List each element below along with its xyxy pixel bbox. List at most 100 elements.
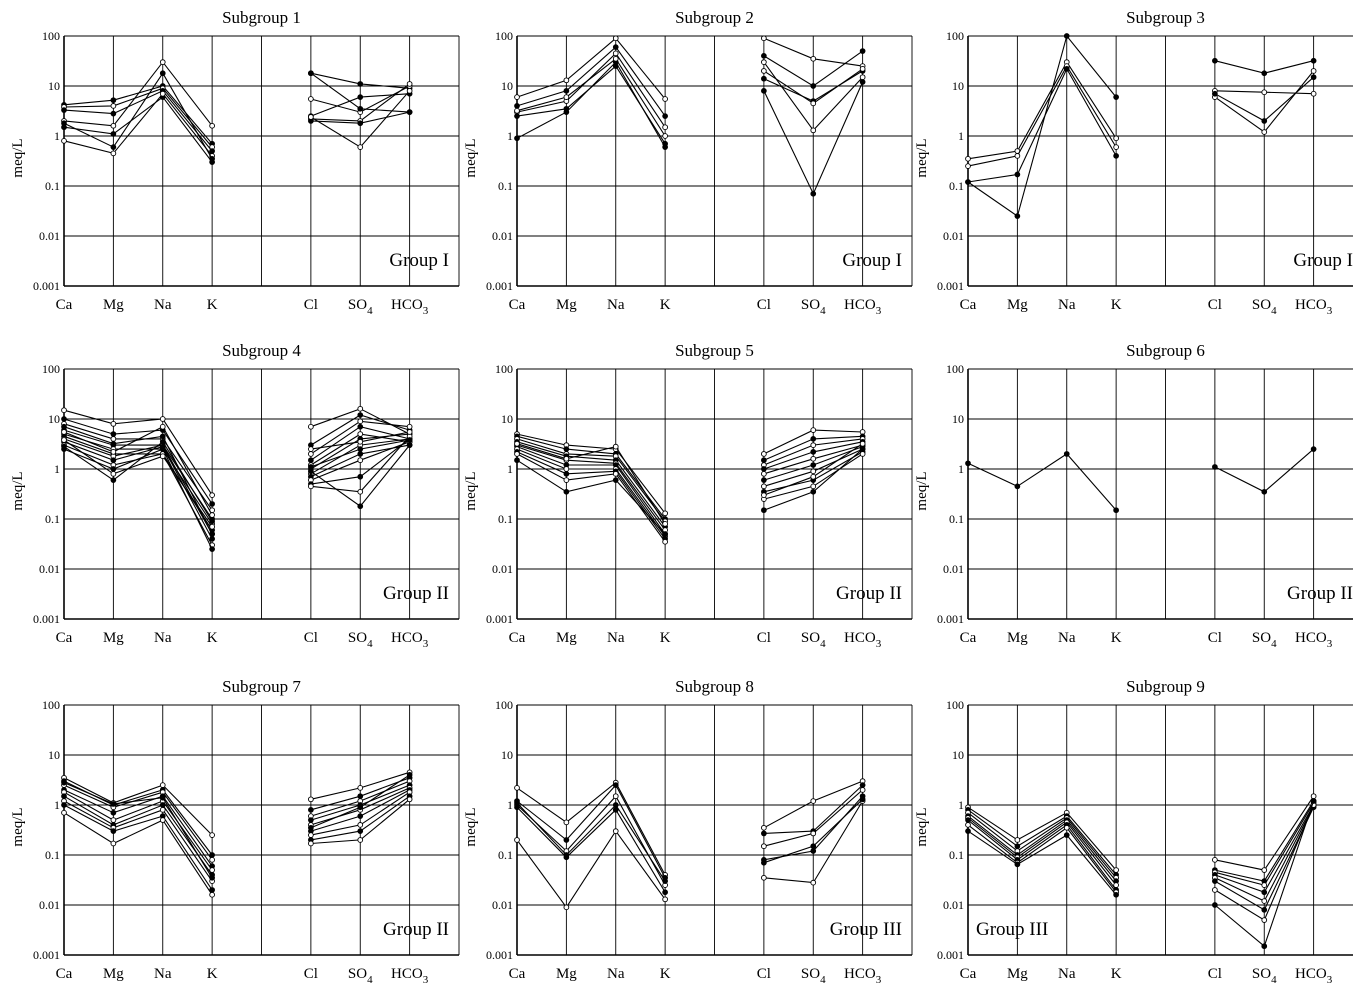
x-tick-label: Mg: [556, 966, 577, 982]
data-point: [209, 122, 215, 129]
data-point: [761, 466, 767, 472]
y-tick-label: 1: [507, 129, 513, 143]
data-point: [514, 135, 520, 142]
series-7: [61, 789, 413, 884]
x-tick-main: HCO: [1295, 966, 1327, 982]
x-tick-label: Cl: [1208, 297, 1222, 313]
series-line: [516, 61, 666, 148]
data-point: [563, 77, 570, 84]
series-1: [514, 778, 866, 878]
data-point: [662, 510, 668, 517]
x-tick-subscript: 4: [367, 305, 373, 317]
x-tick-main: SO: [801, 966, 820, 982]
data-point: [110, 840, 117, 847]
y-tick-label: 100: [946, 698, 964, 712]
data-point: [761, 75, 767, 82]
data-point: [810, 462, 817, 468]
chart-title: Subgroup 4: [222, 341, 301, 360]
data-point: [662, 531, 668, 537]
data-point: [563, 455, 570, 462]
series-14: [61, 423, 413, 537]
data-point: [662, 520, 668, 527]
data-point: [662, 144, 668, 150]
series-5: [61, 94, 413, 165]
data-point: [357, 488, 364, 495]
series-line: [516, 435, 666, 520]
series-7: [61, 70, 413, 162]
data-point: [1212, 856, 1218, 863]
data-point: [1310, 446, 1317, 452]
series-line: [967, 812, 1117, 879]
data-point: [563, 446, 570, 452]
x-tick-label: SO4: [1252, 630, 1277, 650]
x-tick-main: Ca: [509, 966, 526, 982]
data-point: [61, 802, 67, 808]
data-point: [612, 793, 619, 800]
data-point: [308, 817, 314, 823]
data-point: [357, 828, 364, 834]
data-point: [308, 796, 314, 803]
data-point: [61, 107, 67, 113]
y-tick-label: 0.1: [949, 512, 964, 526]
series-line: [516, 52, 666, 128]
group-label: Group I: [1293, 250, 1353, 271]
y-tick-label: 0.001: [937, 612, 964, 626]
data-point: [810, 468, 817, 475]
series-line: [967, 824, 1117, 893]
x-tick-label: Na: [607, 966, 625, 982]
data-point: [159, 802, 166, 808]
y-axis-label: meq/L: [10, 807, 26, 846]
data-point: [357, 412, 364, 418]
chart-panel-9: Subgroup 9 0.001 0.01 0.1 1 10 100 meq/L Ca Mg Na K…: [914, 677, 1353, 986]
data-point: [406, 772, 413, 778]
y-tick-label: 1: [507, 462, 513, 476]
x-tick-label: Mg: [1007, 297, 1028, 313]
data-point: [810, 442, 817, 448]
x-tick-main: Ca: [56, 297, 73, 313]
data-point: [761, 457, 767, 464]
data-point: [514, 94, 520, 100]
x-tick-label: Ca: [509, 630, 526, 646]
data-point: [110, 440, 117, 447]
y-tick-label: 0.01: [943, 898, 964, 912]
x-tick-label: K: [660, 630, 671, 646]
x-tick-main: Cl: [757, 297, 771, 313]
data-point: [406, 81, 413, 87]
series-line: [967, 806, 1117, 871]
x-tick-label: K: [207, 630, 218, 646]
series-line: [967, 817, 1117, 886]
x-tick-label: K: [207, 966, 218, 982]
data-point: [810, 488, 817, 495]
y-tick-label: 1: [54, 462, 60, 476]
data-point: [612, 470, 619, 477]
data-point: [1113, 507, 1119, 514]
data-point: [761, 874, 767, 881]
x-tick-main: K: [660, 297, 671, 313]
data-point: [1113, 94, 1119, 100]
series-line: [63, 782, 213, 879]
series-line: [967, 34, 1117, 217]
data-point: [159, 59, 166, 65]
data-point: [1063, 824, 1070, 831]
x-tick-main: Na: [154, 297, 172, 313]
series-5: [514, 59, 866, 197]
chart-title: Subgroup 8: [675, 677, 754, 696]
series-line: [516, 46, 666, 117]
data-point: [761, 470, 767, 477]
data-point: [514, 785, 520, 791]
data-point: [1261, 118, 1268, 124]
data-point: [209, 546, 215, 552]
y-tick-label: 10: [48, 412, 60, 426]
data-point: [514, 113, 520, 119]
x-tick-main: K: [207, 630, 218, 646]
y-tick-label: 0.01: [492, 898, 513, 912]
data-point: [357, 81, 364, 87]
data-point: [110, 817, 117, 823]
group-label: Group II: [383, 919, 449, 940]
y-tick-label: 0.1: [45, 848, 60, 862]
data-point: [357, 418, 364, 425]
data-point: [612, 828, 619, 834]
data-point: [308, 824, 314, 831]
data-point: [1310, 798, 1317, 804]
data-point: [514, 800, 520, 806]
